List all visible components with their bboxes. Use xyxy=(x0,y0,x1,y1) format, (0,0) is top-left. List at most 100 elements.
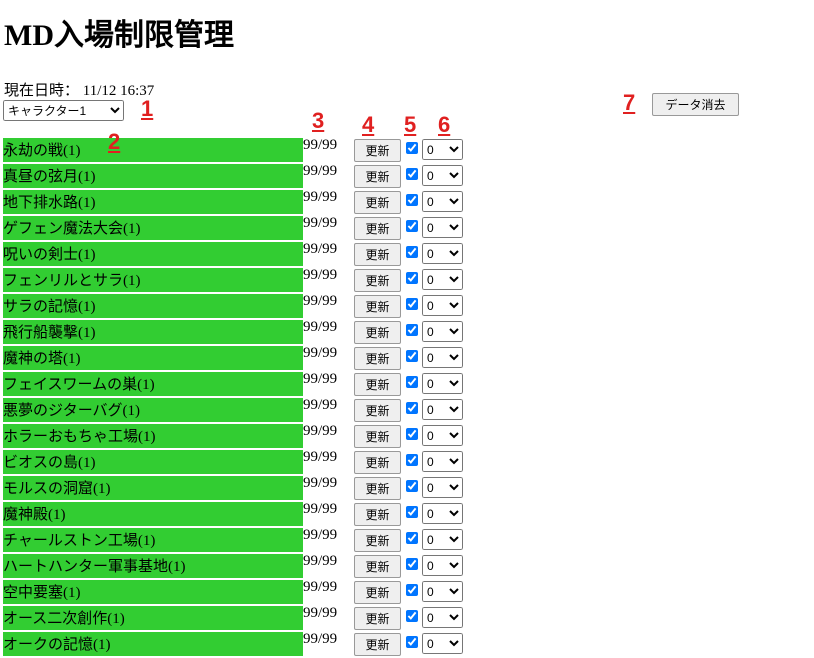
dungeon-name: 呪いの剣士(1) xyxy=(3,242,303,266)
count-select[interactable]: 0 xyxy=(422,139,463,160)
update-button[interactable]: 更新 xyxy=(354,581,401,604)
update-button[interactable]: 更新 xyxy=(354,425,401,448)
count-select[interactable]: 0 xyxy=(422,425,463,446)
update-button[interactable]: 更新 xyxy=(354,607,401,630)
annotation: 3 xyxy=(312,108,325,133)
checkbox[interactable] xyxy=(406,142,418,154)
entry-count: 99/99 xyxy=(303,475,338,491)
count-select[interactable]: 0 xyxy=(422,243,463,264)
dungeon-name: 魔神の塔(1) xyxy=(3,346,303,370)
annotation: 6 xyxy=(438,112,451,137)
count-select[interactable]: 0 xyxy=(422,347,463,368)
update-button[interactable]: 更新 xyxy=(354,555,401,578)
checkbox[interactable] xyxy=(406,584,418,596)
update-button[interactable]: 更新 xyxy=(354,321,401,344)
checkbox[interactable] xyxy=(406,402,418,414)
dungeon-name: 魔神殿(1) xyxy=(3,502,303,526)
entry-count: 99/99 xyxy=(303,371,338,387)
clear-button[interactable]: データ消去 xyxy=(652,93,739,116)
checkbox[interactable] xyxy=(406,194,418,206)
count-select[interactable]: 0 xyxy=(422,295,463,316)
update-button[interactable]: 更新 xyxy=(354,399,401,422)
annotation: 4 xyxy=(362,112,375,137)
update-button[interactable]: 更新 xyxy=(354,503,401,526)
entry-count: 99/99 xyxy=(303,189,338,205)
annotation: 5 xyxy=(404,112,417,137)
page-title: MD入場制限管理 xyxy=(4,19,234,52)
update-button[interactable]: 更新 xyxy=(354,139,401,162)
dungeon-name: ビオスの島(1) xyxy=(3,450,303,474)
count-select[interactable]: 0 xyxy=(422,451,463,472)
count-select[interactable]: 0 xyxy=(422,607,463,628)
checkbox[interactable] xyxy=(406,168,418,180)
update-button[interactable]: 更新 xyxy=(354,373,401,396)
checkbox[interactable] xyxy=(406,246,418,258)
update-button[interactable]: 更新 xyxy=(354,633,401,656)
count-select[interactable]: 0 xyxy=(422,269,463,290)
dungeon-name: オークの記憶(1) xyxy=(3,632,303,656)
count-select[interactable]: 0 xyxy=(422,399,463,420)
checkbox[interactable] xyxy=(406,220,418,232)
update-button[interactable]: 更新 xyxy=(354,191,401,214)
checkbox[interactable] xyxy=(406,428,418,440)
count-select[interactable]: 0 xyxy=(422,477,463,498)
count-select[interactable]: 0 xyxy=(422,529,463,550)
entry-count: 99/99 xyxy=(303,605,338,621)
dungeon-name: ゲフェン魔法大会(1) xyxy=(3,216,303,240)
dungeon-name: 永劫の戦(1) xyxy=(3,138,303,162)
dungeon-name: ホラーおもちゃ工場(1) xyxy=(3,424,303,448)
update-button[interactable]: 更新 xyxy=(354,295,401,318)
checkbox[interactable] xyxy=(406,350,418,362)
update-button[interactable]: 更新 xyxy=(354,165,401,188)
update-button[interactable]: 更新 xyxy=(354,269,401,292)
entry-count: 99/99 xyxy=(303,553,338,569)
character-select[interactable]: キャラクター1 xyxy=(3,100,124,121)
annotation: 1 xyxy=(141,96,154,121)
checkbox[interactable] xyxy=(406,298,418,310)
checkbox[interactable] xyxy=(406,272,418,284)
checkbox[interactable] xyxy=(406,324,418,336)
page: MD入場制限管理 現在日時： 11/12 16:37 キャラクター1 データ消去… xyxy=(3,19,739,656)
update-button[interactable]: 更新 xyxy=(354,477,401,500)
entry-count: 99/99 xyxy=(303,631,338,647)
dungeon-name: 地下排水路(1) xyxy=(3,190,303,214)
annotation: 2 xyxy=(108,129,121,154)
entry-count: 99/99 xyxy=(303,215,338,231)
dungeon-name: フェンリルとサラ(1) xyxy=(3,268,303,292)
count-select[interactable]: 0 xyxy=(422,191,463,212)
update-button[interactable]: 更新 xyxy=(354,217,401,240)
update-button[interactable]: 更新 xyxy=(354,347,401,370)
count-select[interactable]: 0 xyxy=(422,373,463,394)
update-button[interactable]: 更新 xyxy=(354,451,401,474)
checkbox[interactable] xyxy=(406,558,418,570)
dungeon-name: ハートハンター軍事基地(1) xyxy=(3,554,303,578)
checkbox[interactable] xyxy=(406,506,418,518)
count-select[interactable]: 0 xyxy=(422,503,463,524)
datetime: 現在日時： 11/12 16:37 xyxy=(4,83,155,99)
checkbox[interactable] xyxy=(406,454,418,466)
dungeon-name: 悪夢のジターバグ(1) xyxy=(3,398,303,422)
count-select[interactable]: 0 xyxy=(422,581,463,602)
checkbox[interactable] xyxy=(406,636,418,648)
entry-count: 99/99 xyxy=(303,397,338,413)
dungeon-name: モルスの洞窟(1) xyxy=(3,476,303,500)
dungeon-name: 飛行船襲撃(1) xyxy=(3,320,303,344)
count-select[interactable]: 0 xyxy=(422,321,463,342)
dungeon-name: サラの記憶(1) xyxy=(3,294,303,318)
checkbox[interactable] xyxy=(406,532,418,544)
entry-count: 99/99 xyxy=(303,501,338,517)
checkbox[interactable] xyxy=(406,480,418,492)
checkbox[interactable] xyxy=(406,610,418,622)
checkbox[interactable] xyxy=(406,376,418,388)
entry-count: 99/99 xyxy=(303,345,338,361)
dungeon-name: フェイスワームの巣(1) xyxy=(3,372,303,396)
count-select[interactable]: 0 xyxy=(422,555,463,576)
annotation: 7 xyxy=(623,90,636,115)
update-button[interactable]: 更新 xyxy=(354,243,401,266)
count-select[interactable]: 0 xyxy=(422,217,463,238)
dungeon-name: チャールストン工場(1) xyxy=(3,528,303,552)
count-select[interactable]: 0 xyxy=(422,165,463,186)
entry-count: 99/99 xyxy=(303,449,338,465)
update-button[interactable]: 更新 xyxy=(354,529,401,552)
entry-count: 99/99 xyxy=(303,423,338,439)
